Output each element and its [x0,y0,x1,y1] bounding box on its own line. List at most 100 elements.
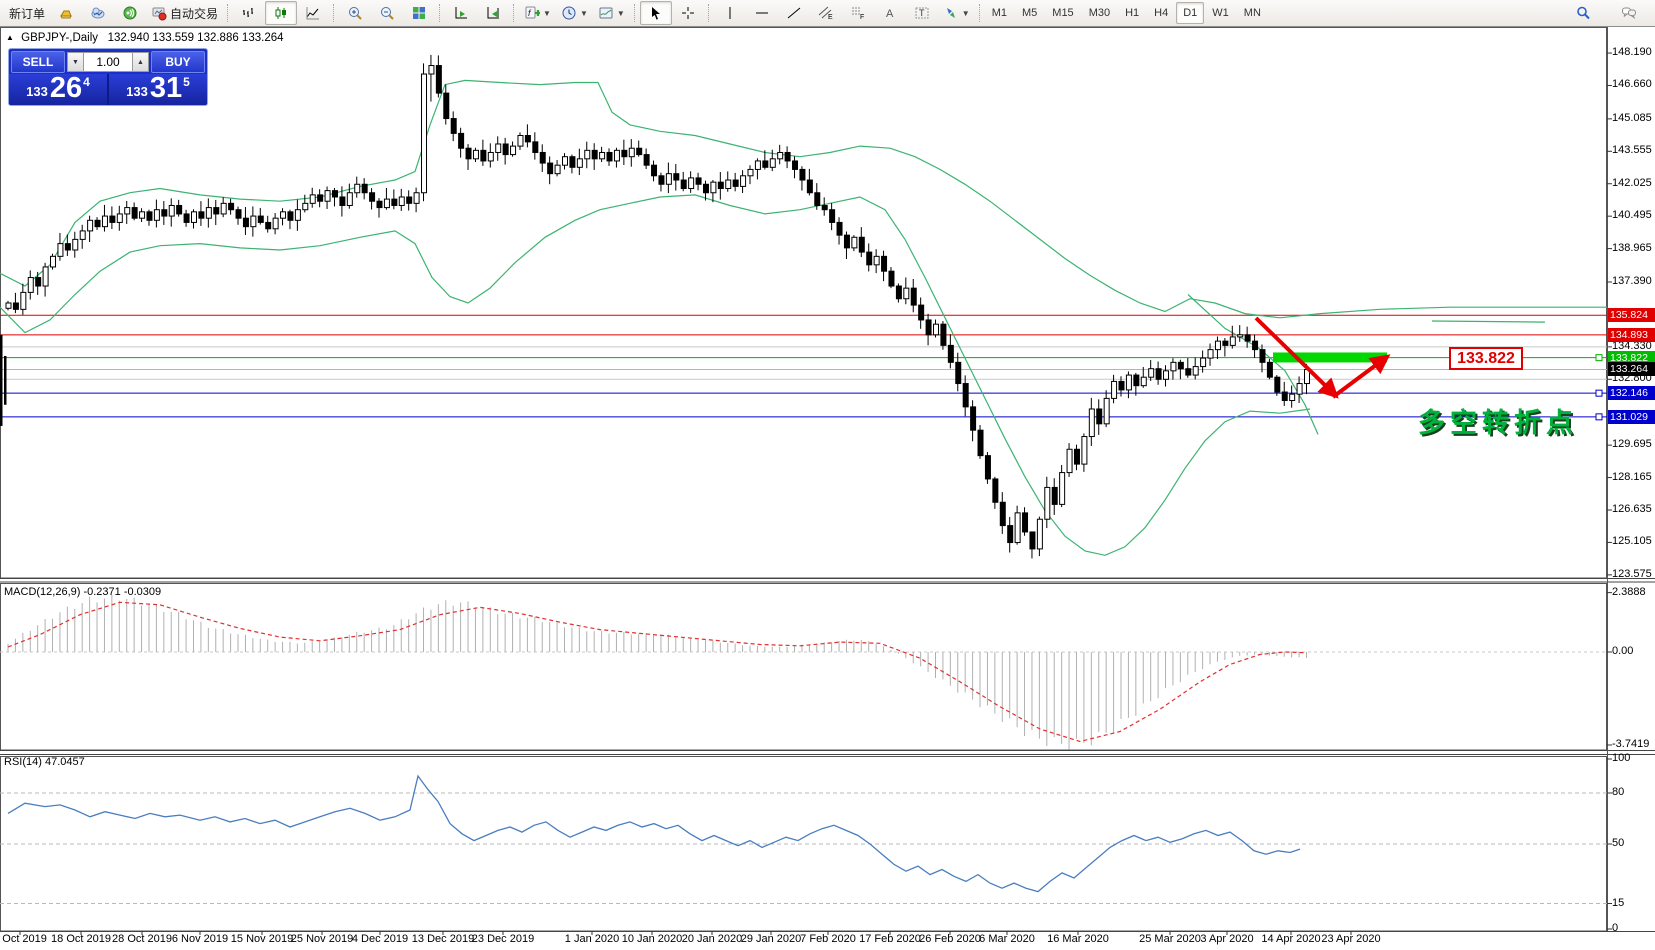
sell-price[interactable]: 133 26 4 [9,74,107,105]
volume-increase-button[interactable]: ▲ [132,52,149,72]
date-tick-label: 23 Dec 2019 [471,933,535,945]
price-tick-label: 138.965 [1612,241,1652,254]
dropdown-caret: ▼ [543,8,551,18]
price-tag: 132.146 [1608,386,1655,401]
text-icon: A [886,8,894,20]
tf-h4-button[interactable]: H4 [1154,7,1169,19]
equidistant-channel-button[interactable]: E [810,1,842,25]
publish-button[interactable] [82,1,114,25]
arrows-button[interactable]: ▼ [938,1,975,25]
periods-button[interactable]: ▼ [556,1,593,25]
tf-w1-button[interactable]: W1 [1212,7,1229,19]
date-tick-label: 13 Dec 2019 [411,933,475,945]
rsi-tick-label: 0 [1612,922,1619,934]
timeframe-group: M1 M5 M15 M30 H1 H4 D1 W1 MN [985,2,1268,24]
horizontal-line-icon [755,12,768,14]
zoom-in-icon [349,7,362,20]
volume-decrease-button[interactable]: ▼ [67,52,84,72]
bar-chart-button[interactable] [233,1,265,25]
chat-button[interactable] [1613,1,1645,25]
sell-price-pips: 26 [49,72,83,104]
date-tick-label: 6 Mar 2020 [979,933,1035,945]
panel-collapse-icon[interactable]: ▲ [6,33,14,42]
sell-button[interactable]: SELL [11,51,65,73]
price-tick-label: 142.025 [1612,176,1652,189]
buy-price-figure: 133 [126,84,148,99]
buy-price[interactable]: 133 31 5 [107,74,207,105]
tf-m15-button[interactable]: M15 [1052,7,1074,19]
new-order-button[interactable]: 新订单 [4,1,50,25]
rsi-tick-label: 50 [1612,837,1625,849]
zoom-in-button[interactable] [339,1,371,25]
buy-price-pips: 31 [149,72,183,104]
chart-canvas[interactable] [0,27,1655,950]
text-label-button[interactable]: T [906,1,938,25]
text-button[interactable]: A [874,1,906,25]
macd-indicator-label: MACD(12,26,9) -0.2371 -0.0309 [4,586,162,598]
search-button[interactable] [1567,1,1599,25]
price-tick-label: 146.660 [1612,78,1652,91]
volume-input[interactable]: 1.00 [84,52,132,72]
autotrading-button[interactable]: 自动交易 [146,1,223,25]
price-tick-label: 148.190 [1612,46,1652,59]
rsi-indicator-label: RSI(14) 47.0457 [4,756,85,768]
date-tick-label: 6 Nov 2019 [171,933,229,945]
gold-icon [60,10,72,19]
price-tick-label: 128.165 [1612,470,1652,483]
tf-m30-button[interactable]: M30 [1088,7,1111,19]
horizontal-line-button[interactable] [746,1,778,25]
price-tag: 133.822 [1608,350,1655,365]
sell-price-point: 4 [83,75,90,89]
chart-shift-button[interactable] [477,1,509,25]
toolbar-separator [439,4,441,22]
crosshair-icon [681,7,694,19]
signals-button[interactable] [114,1,146,25]
price-tick-label: 140.495 [1612,209,1652,222]
clock-icon [562,6,576,20]
tf-mn-button[interactable]: MN [1243,7,1261,19]
price-tick-label: 129.695 [1612,438,1652,451]
rsi-tick-label: 80 [1612,786,1625,798]
price-callout[interactable]: 133.822 [1449,347,1523,370]
gold-button[interactable] [50,1,82,25]
macd-tick-label: -3.7419 [1612,737,1650,750]
chart-shift-icon [487,7,500,19]
date-tick-label: 1 Jan 2020 [564,933,620,945]
templates-button[interactable]: ▼ [593,1,630,25]
vertical-line-button[interactable] [714,1,746,25]
tf-d1-button[interactable]: D1 [1176,2,1205,24]
channel-icon: E [818,6,833,21]
date-tick-label: 10 Jan 2020 [621,933,683,945]
buy-button[interactable]: BUY [151,51,205,73]
date-tick-label: 14 Apr 2020 [1261,933,1321,945]
tf-m1-button[interactable]: M1 [991,7,1007,19]
rsi-tick-label: 15 [1612,896,1625,909]
line-chart-button[interactable] [297,1,329,25]
price-tick-label: 134.330 [1612,339,1652,352]
text-label-icon: T [915,7,929,19]
candlestick-chart-button[interactable] [265,1,298,25]
svg-text:T: T [919,8,925,18]
macd-tick-label: 0.00 [1612,645,1634,657]
date-tick-label: 23 Apr 2020 [1321,933,1381,945]
date-tick-label: 4 Dec 2019 [351,933,409,945]
trendline-button[interactable] [778,1,810,25]
template-icon [599,7,613,19]
price-tick-label: 137.390 [1612,275,1652,287]
toolbar-separator [227,4,229,22]
cursor-button[interactable] [639,1,672,25]
crosshair-button[interactable] [672,1,704,25]
price-tag: 134.893 [1608,327,1655,342]
symbol-period-label: GBPJPY-,Daily [21,32,99,44]
tf-h1-button[interactable]: H1 [1125,7,1140,19]
candlestick-icon [275,7,287,19]
trendline-icon [787,7,801,19]
date-tick-label: 20 Jan 2020 [681,933,743,945]
tf-m5-button[interactable]: M5 [1022,7,1038,19]
fibonacci-button[interactable]: F [842,1,874,25]
tile-windows-button[interactable] [403,1,435,25]
date-tick-label: 3 Apr 2020 [1200,933,1254,945]
autoscroll-button[interactable] [445,1,477,25]
indicators-button[interactable]: f ▼ [519,1,556,25]
zoom-out-button[interactable] [371,1,403,25]
